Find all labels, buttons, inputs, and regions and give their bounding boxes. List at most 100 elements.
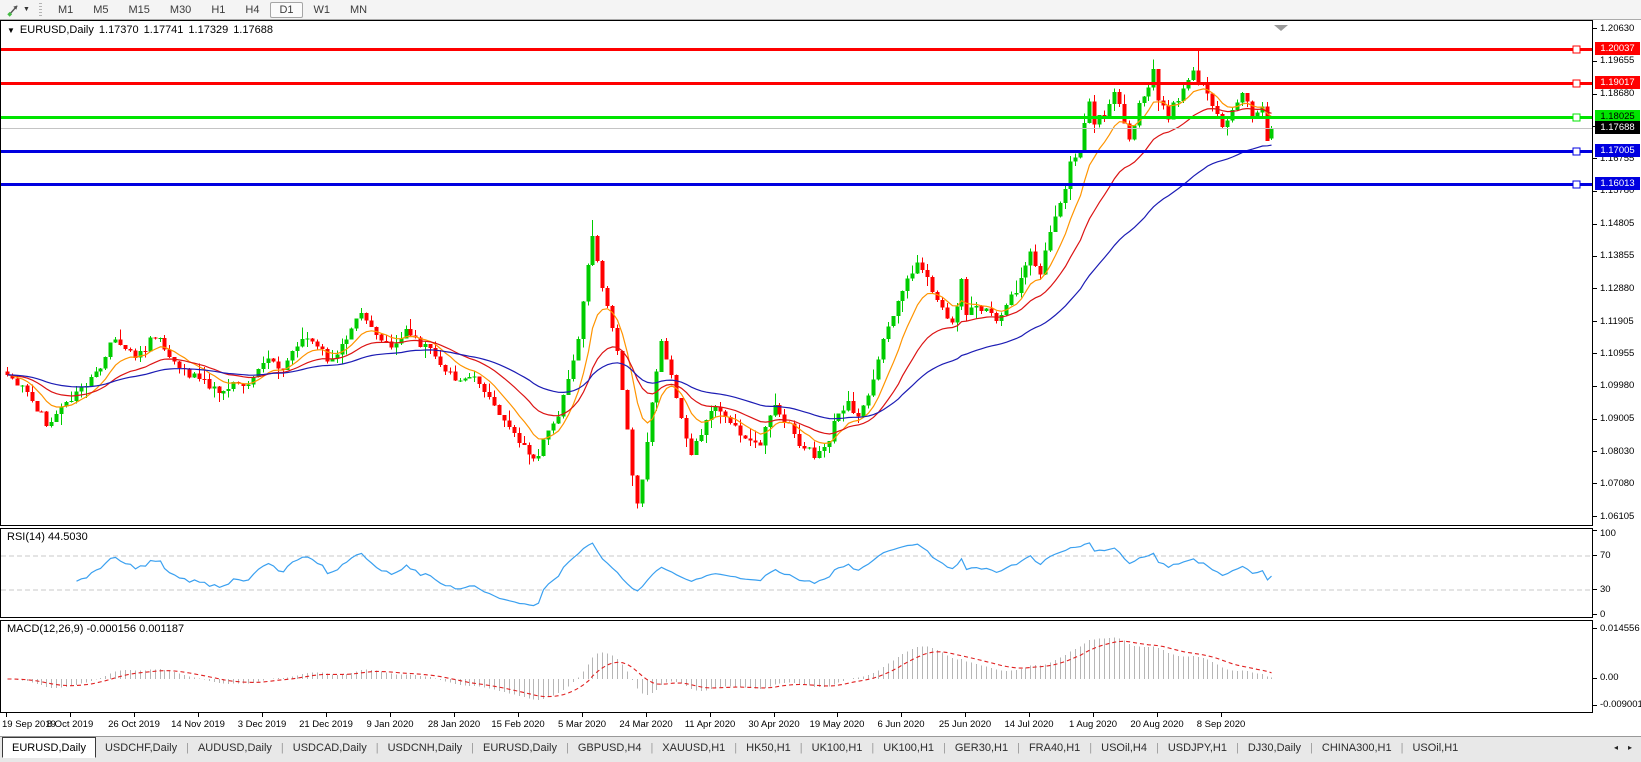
tab-audusd-daily[interactable]: AUDUSD,Daily [197,741,272,754]
date-tick [6,713,7,717]
tab-scroll-left-icon[interactable]: ◂ [1613,743,1618,752]
tab-ger30-h1[interactable]: GER30,H1 [954,741,1009,754]
tab-uk100-h1[interactable]: UK100,H1 [883,741,935,754]
date-axis-label: 6 Jun 2020 [877,719,925,730]
line-handle[interactable] [1572,147,1581,156]
tab-separator: | [1089,741,1093,754]
date-axis-label: 21 Dec 2019 [299,719,353,730]
hline-price-label[interactable]: 1.18025 [1595,110,1640,123]
tab-separator: | [375,741,379,754]
line-handle[interactable] [1572,79,1581,88]
tab-separator: | [280,741,284,754]
tab-eurusd-daily[interactable]: EURUSD,Daily [2,737,96,758]
chart-shift-marker[interactable] [1274,25,1288,31]
price-tick [1593,451,1597,452]
price-axis-label: 1.19655 [1600,55,1635,66]
date-tick [1221,713,1222,717]
line-handle[interactable] [1572,113,1581,122]
price-axis-label: 1.07080 [1600,478,1635,489]
hline-price-label[interactable]: 1.17005 [1595,144,1640,157]
timeframe-h1-button[interactable]: H1 [211,3,226,16]
date-tick [901,713,902,717]
rsi-tick [1593,614,1597,615]
ohlc-open: 1.17370 [98,24,139,36]
date-axis-label: 8 Oct 2019 [46,719,94,730]
price-axis-label: 1.11905 [1600,316,1634,327]
ohlc-low: 1.17329 [188,24,229,36]
tab-usdcnh-daily[interactable]: USDCNH,Daily [387,741,463,754]
line-handle[interactable] [1572,180,1581,189]
chart-collapse-icon[interactable]: ▼ [7,25,15,35]
tab-separator: | [871,741,875,754]
date-axis: 19 Sep 2019 8 Oct 2019 26 Oct 2019 14 Nov 2… [0,713,1641,736]
chart-title: ▼ EURUSD,Daily 1.17370 1.17741 1.17329 1… [7,24,278,36]
tab-usdcad-daily[interactable]: USDCAD,Daily [292,741,367,754]
tab-fra40-h1[interactable]: FRA40,H1 [1028,741,1081,754]
timeframe-m5-button[interactable]: M5 [93,3,109,16]
toolbar-grip[interactable] [38,3,42,16]
dropdown-caret-icon[interactable]: ▼ [23,6,30,13]
rsi-axis-label: 30 [1600,584,1611,595]
ma-slow [7,144,1272,420]
timeframe-w1-button[interactable]: W1 [313,3,331,16]
tab-gbpusd-h4[interactable]: GBPUSD,H4 [577,741,642,754]
tab-eurusd-daily[interactable]: EURUSD,Daily [483,741,557,754]
timeframe-d1-button[interactable]: D1 [270,1,303,18]
date-tick [518,713,519,717]
panel-splitter[interactable] [0,526,1641,528]
date-axis-label: 24 Mar 2020 [619,719,673,730]
price-axis-label: 1.14805 [1600,218,1635,229]
timeframe-m30-button[interactable]: M30 [169,3,192,16]
date-axis-label: 9 Jan 2020 [366,719,414,730]
panel-splitter[interactable] [0,618,1641,620]
price-axis: 1.206301.196551.186801.177051.167551.157… [1593,20,1641,526]
date-tick [965,713,966,717]
tab-separator: | [799,741,803,754]
tab-usoil-h1[interactable]: USOil,H1 [1412,741,1459,754]
hline-price-label[interactable]: 1.20037 [1595,42,1640,55]
date-tick [837,713,838,717]
tab-usoil-h4[interactable]: USOil,H4 [1101,741,1147,754]
ohlc-high: 1.17741 [143,24,184,36]
price-axis-label: 1.12880 [1600,283,1635,294]
rsi-line [76,542,1272,607]
tab-hk50-h1[interactable]: HK50,H1 [746,741,791,754]
tab-separator: | [471,741,475,754]
date-axis-label: 19 Sep 2019 [2,719,56,730]
tab-xauusd-h1[interactable]: XAUUSD,H1 [662,741,726,754]
tab-usdjpy-h1[interactable]: USDJPY,H1 [1167,741,1227,754]
rsi-canvas[interactable] [0,528,1593,618]
timeframe-mn-button[interactable]: MN [350,3,368,16]
line-handle[interactable] [1572,45,1581,54]
date-axis-label: 28 Jan 2020 [427,719,481,730]
price-tick [1593,321,1597,322]
hline-price-label[interactable]: 1.19017 [1595,76,1640,89]
hline-price-label[interactable]: 1.16013 [1595,177,1640,190]
timeframe-m15-button[interactable]: M15 [128,3,150,16]
price-axis-label: 1.15780 [1600,185,1635,196]
price-chart-canvas[interactable] [0,20,1593,526]
price-tick [1593,288,1597,289]
ma-medium [7,107,1272,435]
rsi-tick [1593,555,1597,556]
timeframe-m1-button[interactable]: M1 [57,3,74,16]
date-axis-label: 14 Nov 2019 [171,719,225,730]
cursor-tool-button[interactable]: ▼ [3,3,33,17]
timeframe-h4-button[interactable]: H4 [245,3,260,16]
price-axis-label: 1.16755 [1600,153,1635,164]
tab-uk100-h1[interactable]: UK100,H1 [811,741,863,754]
chart-symbol-label: EURUSD,Daily [19,24,94,36]
tab-scroll-right-icon[interactable]: ▸ [1627,743,1632,752]
tab-usdchf-daily[interactable]: USDCHF,Daily [104,741,178,754]
macd-canvas[interactable] [0,620,1593,713]
date-axis-label: 25 Jun 2020 [938,719,992,730]
date-axis-label: 3 Dec 2019 [237,719,287,730]
tab-separator: | [186,741,189,754]
tab-china300-h1[interactable]: CHINA300,H1 [1321,741,1392,754]
price-axis-label: 1.20630 [1600,23,1635,34]
date-axis-label: 20 Aug 2020 [1130,719,1184,730]
cursor-tool-icon [6,3,20,17]
price-axis-label: 1.06105 [1600,511,1635,522]
tab-dj30-daily[interactable]: DJ30,Daily [1247,741,1302,754]
date-tick [1029,713,1030,717]
